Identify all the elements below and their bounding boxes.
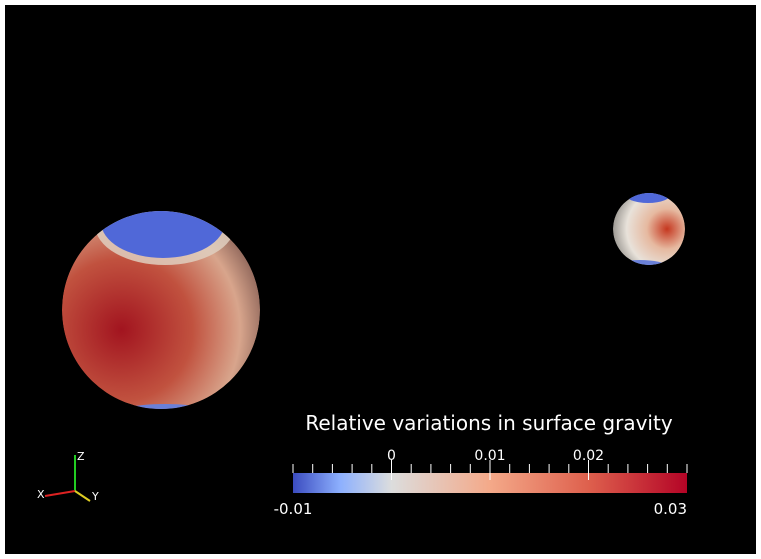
color-bar-title: Relative variations in surface gravity <box>305 411 672 435</box>
tick-label: 0 <box>387 448 396 464</box>
axis-x-label: X <box>37 488 45 501</box>
render-view: Z X Y Relative variations in surface gra… <box>0 0 761 559</box>
axis-z-label: Z <box>77 450 85 463</box>
tick-label: 0.01 <box>474 448 505 464</box>
range-max-label: 0.03 <box>654 500 687 518</box>
range-min-label: -0.01 <box>274 500 313 518</box>
tick-label: 0.02 <box>573 448 604 464</box>
page: Z X Y Relative variations in surface gra… <box>0 0 761 559</box>
axis-y-label: Y <box>91 490 99 503</box>
